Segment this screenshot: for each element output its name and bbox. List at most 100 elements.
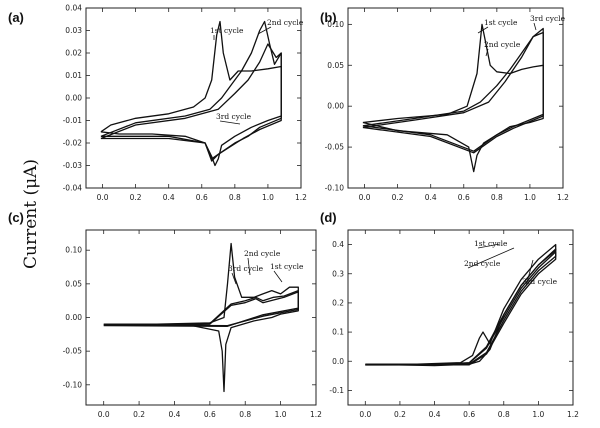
panels: (a) 0.0 0.2 0.4 0.6 0.8 1.0 1.2 -0.04 -0.03 -0.02 -… [8,4,579,420]
x-tick-label: 0.8 [491,193,503,202]
y-axis-label: Current (μA) [21,159,41,269]
annotation-arrow [219,120,241,125]
cycle-annotation: 1st cycle [484,18,518,27]
y-tick-label: 0.04 [65,4,82,13]
series-line-3 [365,251,557,366]
panel-label: (a) [8,10,24,25]
y-tick-label: 0.1 [332,328,344,337]
x-tick-label: 0.0 [359,193,371,202]
series-line-2 [362,31,544,152]
cycle-annotation: 3rd cycle [530,14,566,23]
cycle-annotation: 3rd cycle [216,112,252,121]
panel-label: (d) [320,210,337,225]
y-tick-label: 0.10 [65,246,82,255]
plot-frame [85,7,302,189]
cycle-annotation: 2nd cycle [244,249,281,258]
x-tick-label: 1.0 [275,410,287,419]
series-line-1 [100,20,282,167]
annotation-arrow [467,247,515,269]
panel-label: (b) [320,10,337,25]
y-tick-label: 0.00 [65,313,82,322]
annotation-arrow [533,22,537,31]
x-tick-label: 0.6 [463,410,475,419]
x-tick-label: 1.2 [567,410,579,419]
y-tick-label: 0.02 [65,49,82,58]
x-tick-label: 0.4 [425,193,437,202]
y-tick-label: -0.1 [329,386,344,395]
series-line-3 [362,27,544,154]
panel-b: (b) 0.0 0.2 0.4 0.6 0.8 1.0 1.2 -0.10 -0.05 0.00 0.… [320,7,569,202]
x-tick-label: 0.2 [394,410,406,419]
y-tick-label: 0.10 [327,20,344,29]
annotation-arrow [231,272,237,285]
cycle-annotation: 2nd cycle [464,259,501,268]
y-tick-label: -0.03 [63,161,83,170]
x-tick-label: 0.0 [97,193,109,202]
y-tick-label: 0.05 [65,279,82,288]
panel-label: (c) [8,210,24,225]
annotation-arrow [257,26,272,35]
series-line-1 [365,243,557,367]
y-tick-label: -0.10 [325,184,345,193]
series-line-2 [103,289,299,327]
x-tick-label: 1.2 [310,410,322,419]
x-tick-label: 0.8 [239,410,251,419]
y-tick-label: -0.01 [63,116,83,125]
plot-frame [347,229,574,406]
x-tick-label: 0.2 [130,193,142,202]
series-line-3 [100,43,282,160]
series-line-1 [362,23,544,173]
x-tick-label: 0.4 [429,410,441,419]
series-line-2 [365,248,557,366]
x-tick-label: 1.0 [532,410,544,419]
y-tick-label: -0.05 [325,143,345,152]
x-tick-label: 0.6 [204,410,216,419]
cycle-annotation: 1st cycle [270,262,304,271]
x-tick-label: 1.2 [295,193,307,202]
annotation-arrow [477,243,501,249]
y-tick-label: 0.3 [332,269,344,278]
plot-frame [85,229,317,406]
series-line-3 [103,291,299,327]
y-tick-label: -0.02 [63,139,83,148]
x-tick-label: 0.2 [392,193,404,202]
y-tick-label: 0.00 [65,94,82,103]
x-tick-label: 0.0 [359,410,371,419]
y-tick-label: -0.10 [63,380,83,389]
panel-a: (a) 0.0 0.2 0.4 0.6 0.8 1.0 1.2 -0.04 -0.03 -0.02 -… [8,4,307,203]
annotation-arrow [273,270,283,283]
panel-c: (c) 0.0 0.2 0.4 0.6 0.8 1.0 1.2 -0.10 -0.05 0.00 0.… [8,210,322,419]
cycle-annotation: 2nd cycle [267,18,304,27]
x-tick-label: 0.6 [196,193,208,202]
x-tick-label: 0.4 [163,193,175,202]
cycle-annotation: 2nd cycle [484,40,521,49]
series-line-1 [103,242,299,393]
x-tick-label: 1.2 [557,193,569,202]
y-tick-label: 0.00 [327,102,344,111]
y-tick-label: 0.2 [332,298,344,307]
x-tick-label: 0.4 [168,410,180,419]
y-tick-label: 0.4 [332,240,344,249]
x-tick-label: 1.0 [524,193,536,202]
y-tick-label: -0.04 [63,184,83,193]
panel-d: (d) 0.0 0.2 0.4 0.6 0.8 1.0 1.2 -0.1 0.0 0.1 0.2 0.3… [320,210,579,419]
y-tick-label: 0.0 [332,357,344,366]
x-tick-label: 0.8 [229,193,241,202]
annotation-arrow [525,259,534,287]
annotation-arrow [485,48,489,57]
annotation-arrow [247,257,251,276]
cycle-annotation: 3rd cycle [522,277,558,286]
series-line-2 [100,20,282,162]
cycle-annotation: 3rd cycle [228,264,264,273]
x-tick-label: 0.8 [498,410,510,419]
annotation-arrow [477,26,489,34]
y-tick-label: 0.01 [65,71,82,80]
y-tick-label: 0.05 [327,61,344,70]
cycle-annotation: 1st cycle [474,239,508,248]
x-tick-label: 0.0 [98,410,110,419]
x-tick-label: 0.2 [133,410,145,419]
y-tick-label: -0.05 [63,347,83,356]
x-tick-label: 1.0 [262,193,274,202]
plot-frame [347,7,564,189]
